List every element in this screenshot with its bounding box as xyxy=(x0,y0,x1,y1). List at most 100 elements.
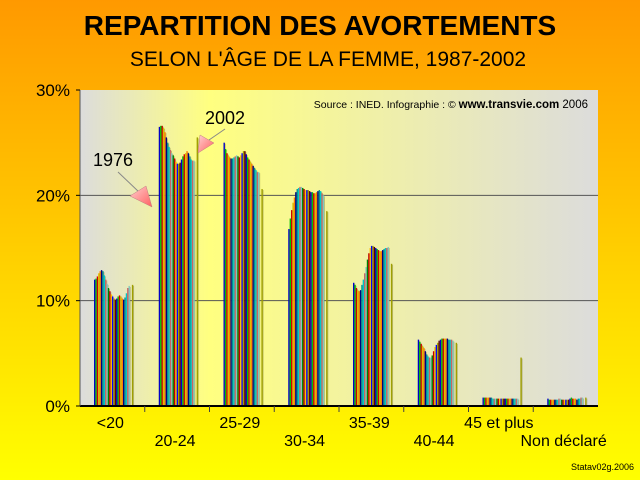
bar xyxy=(292,202,294,406)
bar xyxy=(370,245,373,406)
bar xyxy=(449,339,451,406)
bar xyxy=(318,190,320,406)
bar xyxy=(184,153,187,406)
bar-shadow xyxy=(194,161,196,406)
bar xyxy=(131,284,134,406)
bar xyxy=(319,191,322,406)
bar-group-6 xyxy=(482,357,523,406)
bar xyxy=(106,283,108,406)
bar xyxy=(238,157,241,406)
bar xyxy=(171,153,173,406)
bar xyxy=(355,288,358,406)
bar xyxy=(296,189,298,406)
bar xyxy=(289,218,292,406)
bar-group-4 xyxy=(353,245,394,406)
bar xyxy=(231,158,234,406)
annotation-1976: 1976 xyxy=(93,150,153,208)
bar xyxy=(496,398,498,406)
bar xyxy=(183,154,185,406)
bar xyxy=(507,398,509,406)
bar-shadow xyxy=(521,358,523,406)
bar xyxy=(424,351,427,406)
bar xyxy=(565,399,567,406)
bar xyxy=(299,186,301,406)
bar xyxy=(434,347,436,406)
bar xyxy=(158,126,161,406)
bar xyxy=(419,341,421,406)
bar xyxy=(358,291,360,406)
bar xyxy=(117,296,119,406)
bar-shadow xyxy=(132,285,135,406)
bar xyxy=(499,398,501,406)
bar xyxy=(241,153,243,406)
y-tick-label: 0% xyxy=(45,397,70,416)
bar xyxy=(381,250,384,406)
bar xyxy=(377,250,380,406)
bar xyxy=(113,298,115,406)
bar xyxy=(510,398,512,406)
bar xyxy=(190,159,192,406)
bar xyxy=(494,398,497,406)
bar xyxy=(94,279,96,406)
bar xyxy=(362,279,365,406)
bar xyxy=(125,293,128,406)
bar xyxy=(576,399,578,406)
bar xyxy=(240,155,242,406)
bar xyxy=(308,191,311,406)
bar-shadow xyxy=(262,190,264,406)
annotation-2002-label: 2002 xyxy=(205,108,245,128)
bar xyxy=(490,397,493,406)
bar xyxy=(110,294,112,406)
bar xyxy=(169,150,172,406)
bar-shadow xyxy=(453,341,455,406)
bar xyxy=(227,155,230,406)
bar xyxy=(242,151,245,406)
bar xyxy=(107,288,110,406)
x-tick-label: 40-44 xyxy=(414,433,455,450)
bar xyxy=(383,249,385,406)
bar-shadow xyxy=(326,212,329,406)
bar xyxy=(306,190,308,406)
bar xyxy=(552,399,555,406)
bar xyxy=(417,339,420,406)
bar xyxy=(554,399,556,406)
bar xyxy=(297,187,300,406)
bar xyxy=(556,399,559,406)
bar xyxy=(245,154,247,406)
bar-shadow xyxy=(323,196,325,406)
bar xyxy=(566,399,568,406)
bar xyxy=(489,397,491,406)
bar xyxy=(96,276,99,406)
x-tick-label: 20-24 xyxy=(155,433,196,450)
bar xyxy=(365,266,367,406)
bar-group-1 xyxy=(158,125,199,407)
bar xyxy=(567,399,570,406)
bar xyxy=(310,192,312,406)
bar xyxy=(573,398,575,406)
bar xyxy=(492,398,494,406)
bar xyxy=(249,161,252,406)
bar xyxy=(548,399,551,406)
bar xyxy=(300,186,303,406)
bar xyxy=(514,398,516,406)
bar xyxy=(520,357,522,406)
bar xyxy=(109,291,111,406)
bar xyxy=(160,125,162,407)
bar xyxy=(321,193,323,406)
bar xyxy=(127,288,129,406)
bar xyxy=(558,398,560,406)
bar xyxy=(512,398,515,406)
bar xyxy=(226,153,228,406)
bar xyxy=(438,340,440,406)
bar-shadow xyxy=(456,343,458,406)
bar xyxy=(168,146,170,406)
bar xyxy=(322,195,325,406)
bar xyxy=(233,157,235,406)
bar xyxy=(446,338,449,406)
bar xyxy=(186,151,188,406)
bar xyxy=(450,339,453,406)
bar xyxy=(547,398,549,406)
bar xyxy=(430,357,432,406)
bar xyxy=(426,354,428,406)
bar xyxy=(179,162,181,406)
